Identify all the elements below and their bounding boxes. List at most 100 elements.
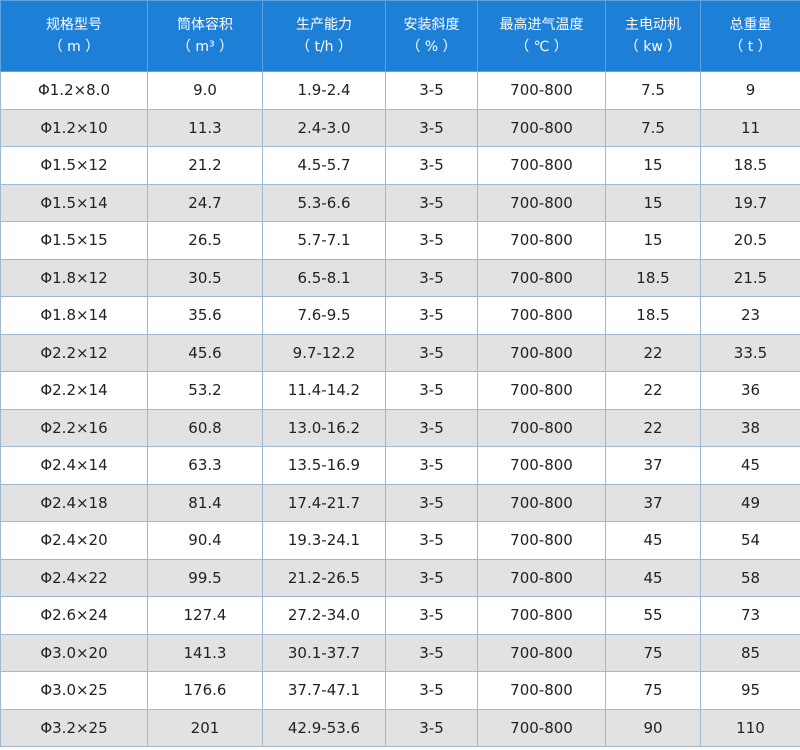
table-row: Φ3.0×20 141.3 30.1-37.7 3-5 700-800 75 85 <box>0 633 800 672</box>
table-cell: 3-5 <box>385 633 478 672</box>
header-cell: 生产能力 （ t/h ） <box>262 0 386 72</box>
table-cell: 33.5 <box>700 333 800 372</box>
table-cell: 13.5-16.9 <box>262 446 386 485</box>
table-cell: 3-5 <box>385 296 478 335</box>
table-row: Φ2.4×20 90.4 19.3-24.1 3-5 700-800 45 54 <box>0 521 800 560</box>
table-cell: Φ2.4×20 <box>0 521 148 560</box>
table-cell: 11 <box>700 108 800 147</box>
table-row: Φ2.4×22 99.5 21.2-26.5 3-5 700-800 45 58 <box>0 558 800 597</box>
header-unit: （ t ） <box>729 39 772 55</box>
table-cell: 700-800 <box>477 708 606 747</box>
table-cell: 38 <box>700 408 800 447</box>
table-cell: 60.8 <box>147 408 263 447</box>
table-cell: 22 <box>605 333 701 372</box>
table-cell: 3-5 <box>385 221 478 260</box>
table-cell: 3-5 <box>385 371 478 410</box>
table-cell: 700-800 <box>477 633 606 672</box>
table-cell: 45 <box>700 446 800 485</box>
table-cell: 21.2 <box>147 146 263 185</box>
table-row: Φ1.2×8.0 9.0 1.9-2.4 3-5 700-800 7.5 9 <box>0 71 800 110</box>
table-cell: 19.3-24.1 <box>262 521 386 560</box>
table-cell: 5.3-6.6 <box>262 183 386 222</box>
table-cell: 9.0 <box>147 71 263 110</box>
table-cell: 3-5 <box>385 483 478 522</box>
table-cell: 22 <box>605 371 701 410</box>
table-cell: Φ2.4×18 <box>0 483 148 522</box>
table-cell: 21.5 <box>700 258 800 297</box>
table-row: Φ1.8×14 35.6 7.6-9.5 3-5 700-800 18.5 23 <box>0 296 800 335</box>
table-cell: 90.4 <box>147 521 263 560</box>
table-cell: 53.2 <box>147 371 263 410</box>
table-row: Φ2.4×18 81.4 17.4-21.7 3-5 700-800 37 49 <box>0 483 800 522</box>
table-cell: 700-800 <box>477 146 606 185</box>
table-row: Φ2.2×12 45.6 9.7-12.2 3-5 700-800 22 33.5 <box>0 333 800 372</box>
table-cell: 700-800 <box>477 258 606 297</box>
header-cell: 主电动机 （ kw ） <box>605 0 701 72</box>
table-cell: Φ2.2×14 <box>0 371 148 410</box>
table-cell: 3-5 <box>385 71 478 110</box>
table-cell: Φ2.4×22 <box>0 558 148 597</box>
table-cell: 700-800 <box>477 333 606 372</box>
header-cell: 总重量 （ t ） <box>700 0 800 72</box>
table-row: Φ3.2×25 201 42.9-53.6 3-5 700-800 90 110 <box>0 708 800 747</box>
table-cell: 27.2-34.0 <box>262 596 386 635</box>
table-cell: 30.5 <box>147 258 263 297</box>
table-cell: 54 <box>700 521 800 560</box>
table-cell: 24.7 <box>147 183 263 222</box>
table-cell: 45 <box>605 521 701 560</box>
header-cell: 安装斜度 （ % ） <box>385 0 478 72</box>
table-cell: 20.5 <box>700 221 800 260</box>
table-cell: Φ1.2×10 <box>0 108 148 147</box>
table-row: Φ1.5×12 21.2 4.5-5.7 3-5 700-800 15 18.5 <box>0 146 800 185</box>
table-cell: 700-800 <box>477 221 606 260</box>
table-cell: 3-5 <box>385 558 478 597</box>
header-name: 规格型号 <box>46 17 102 33</box>
table-cell: 11.4-14.2 <box>262 371 386 410</box>
table-cell: 700-800 <box>477 71 606 110</box>
table-cell: 75 <box>605 633 701 672</box>
table-cell: 85 <box>700 633 800 672</box>
table-cell: 11.3 <box>147 108 263 147</box>
table-cell: 700-800 <box>477 558 606 597</box>
table-cell: 58 <box>700 558 800 597</box>
table-cell: 15 <box>605 183 701 222</box>
table-cell: 36 <box>700 371 800 410</box>
header-name: 生产能力 <box>296 17 352 33</box>
table-cell: 700-800 <box>477 483 606 522</box>
table-cell: 3-5 <box>385 521 478 560</box>
table-cell: 176.6 <box>147 671 263 710</box>
header-unit: （ ℃ ） <box>515 39 568 55</box>
table-cell: 3-5 <box>385 446 478 485</box>
table-row: Φ1.5×14 24.7 5.3-6.6 3-5 700-800 15 19.7 <box>0 183 800 222</box>
table-row: Φ1.8×12 30.5 6.5-8.1 3-5 700-800 18.5 21.5 <box>0 258 800 297</box>
table-cell: Φ1.8×12 <box>0 258 148 297</box>
header-name: 总重量 <box>729 17 772 33</box>
table-cell: 42.9-53.6 <box>262 708 386 747</box>
table-cell: 7.5 <box>605 108 701 147</box>
header-unit: （ kw ） <box>624 39 682 55</box>
table-cell: 700-800 <box>477 521 606 560</box>
table-cell: 2.4-3.0 <box>262 108 386 147</box>
table-cell: 30.1-37.7 <box>262 633 386 672</box>
table-cell: 700-800 <box>477 183 606 222</box>
table-row: Φ2.6×24 127.4 27.2-34.0 3-5 700-800 55 73 <box>0 596 800 635</box>
table-cell: 3-5 <box>385 596 478 635</box>
table-cell: 3-5 <box>385 146 478 185</box>
table-cell: 15 <box>605 221 701 260</box>
table-cell: 9.7-12.2 <box>262 333 386 372</box>
table-cell: 7.6-9.5 <box>262 296 386 335</box>
table-header: 规格型号 （ m ） 筒体容积 （ m³ ） 生产能力 （ t/h ） 安装斜度 （ % ） 最… <box>0 0 800 72</box>
table-cell: 5.7-7.1 <box>262 221 386 260</box>
table-cell: 63.3 <box>147 446 263 485</box>
table-cell: 15 <box>605 146 701 185</box>
table-row: Φ1.2×10 11.3 2.4-3.0 3-5 700-800 7.5 11 <box>0 108 800 147</box>
table-cell: 6.5-8.1 <box>262 258 386 297</box>
table-body: Φ1.2×8.0 9.0 1.9-2.4 3-5 700-800 7.5 9 Φ1.2×10 1… <box>0 71 800 747</box>
table-row: Φ2.2×16 60.8 13.0-16.2 3-5 700-800 22 38 <box>0 408 800 447</box>
table-cell: 18.5 <box>700 146 800 185</box>
table-cell: Φ3.2×25 <box>0 708 148 747</box>
table-cell: 700-800 <box>477 596 606 635</box>
table-cell: 110 <box>700 708 800 747</box>
table-cell: Φ1.8×14 <box>0 296 148 335</box>
table-cell: 45.6 <box>147 333 263 372</box>
